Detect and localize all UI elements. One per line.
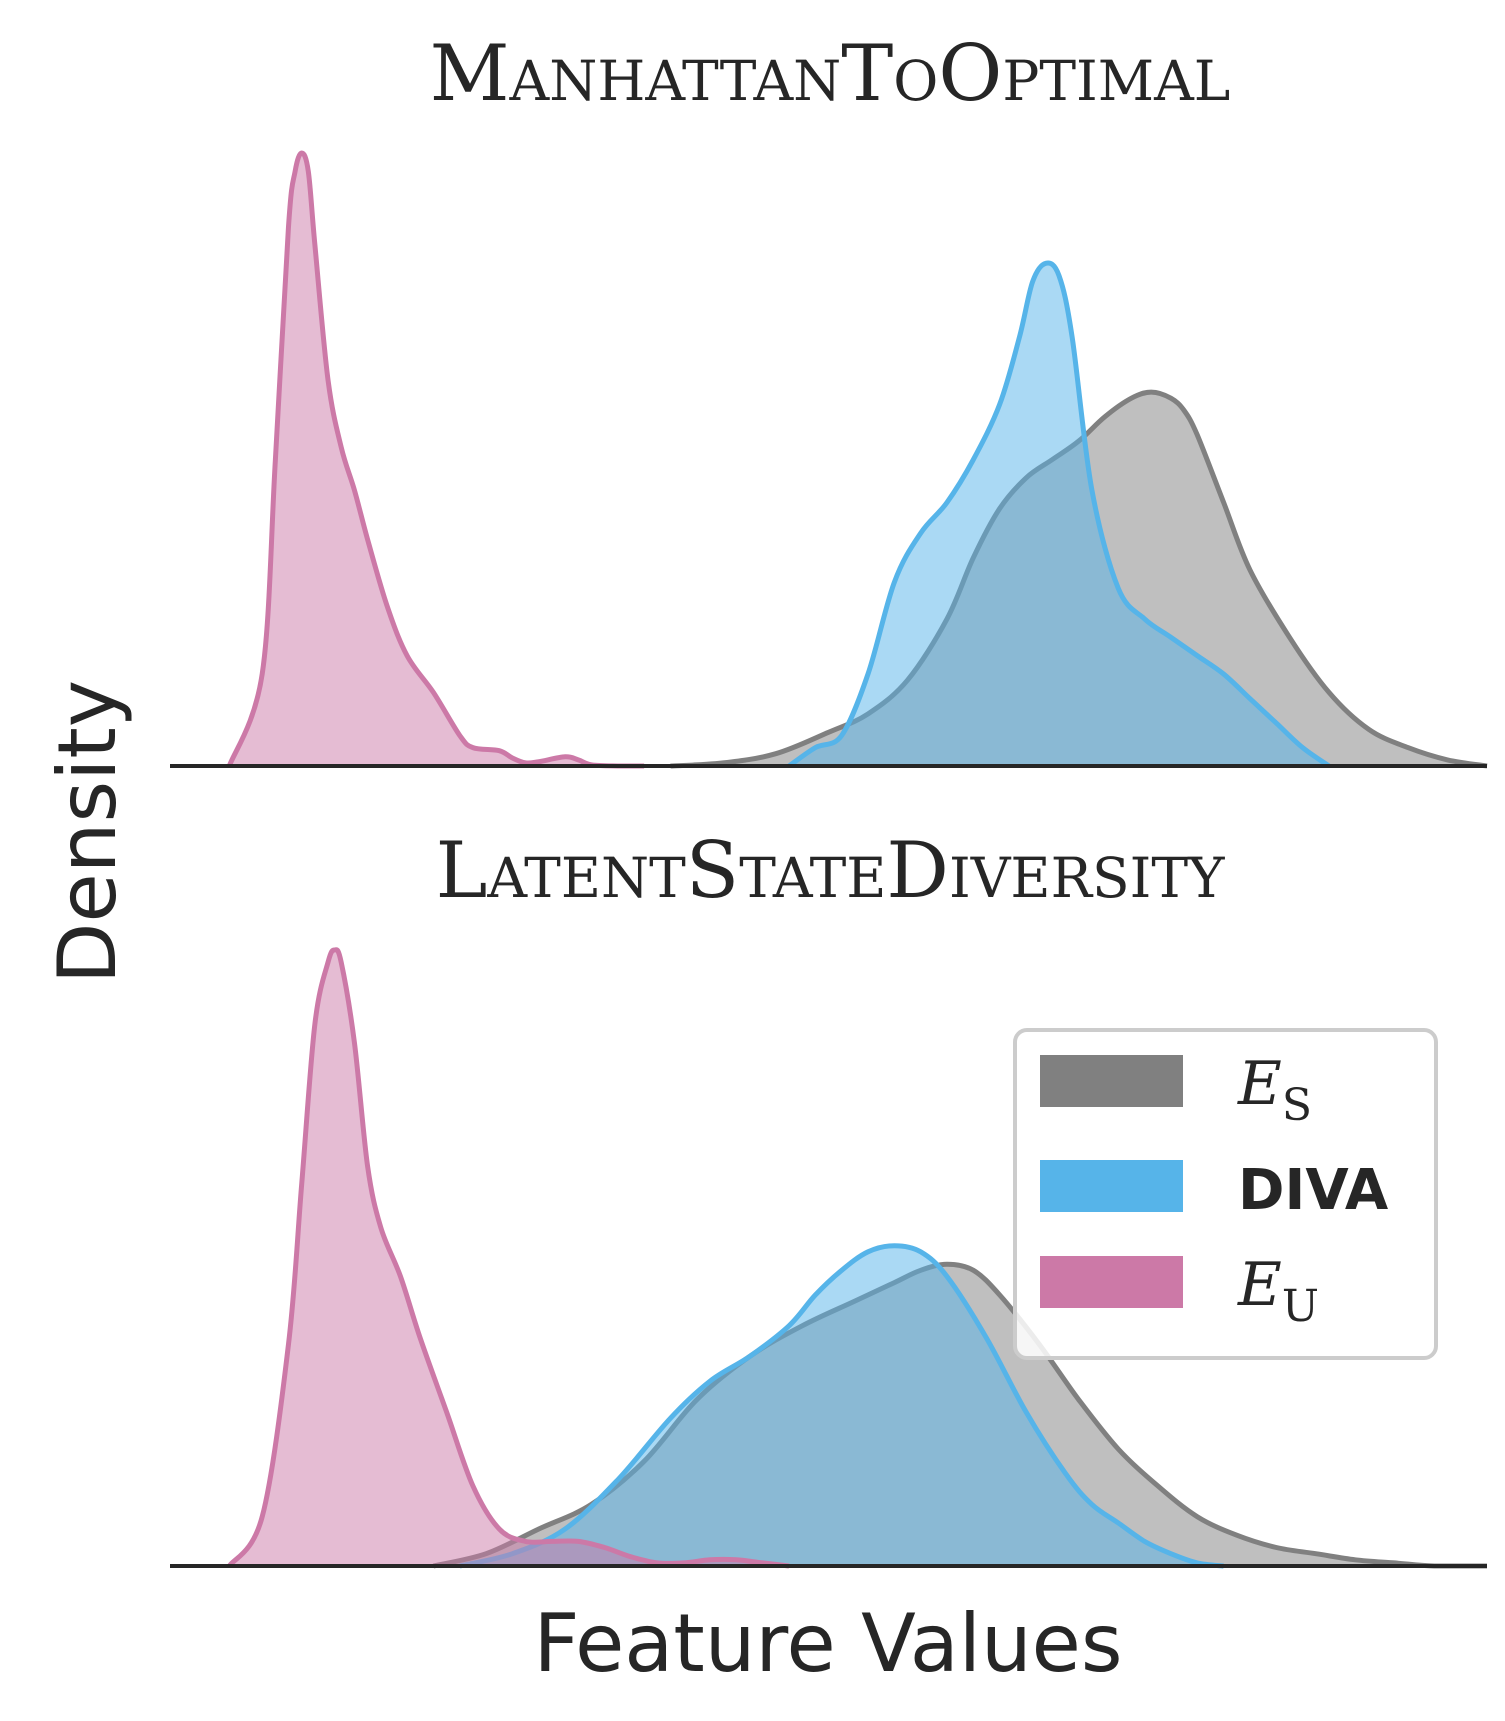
- legend-swatch-diva: [1040, 1160, 1183, 1212]
- density-area-e-u: [229, 153, 645, 766]
- x-axis-label: Feature Values: [533, 1597, 1122, 1690]
- panel-title: ManhattanToOptimal: [430, 29, 1231, 119]
- density-areas: [226, 150, 1488, 769]
- legend-label-diva: DIVA: [1238, 1158, 1389, 1223]
- density-areas: [227, 947, 1487, 1569]
- density-line-e-u: [226, 150, 645, 769]
- legend-label-es: ES: [1237, 1049, 1312, 1131]
- panel-latent-state-diversity: LatentStateDiversity: [170, 826, 1487, 1569]
- density-area-diva: [459, 1245, 1224, 1566]
- density-line-e-u: [227, 947, 790, 1569]
- legend: ES DIVA EU: [1013, 1028, 1438, 1360]
- y-axis-label: Density: [41, 680, 134, 984]
- legend-label-eu: EU: [1237, 1250, 1319, 1332]
- legend-swatch-es: [1040, 1055, 1183, 1107]
- density-line-diva: [459, 1243, 1224, 1569]
- density-area-e-u: [229, 949, 790, 1566]
- density-area-diva: [789, 263, 1329, 766]
- panel-title: LatentStateDiversity: [436, 826, 1225, 916]
- legend-swatch-eu: [1040, 1256, 1183, 1308]
- density-line-diva: [787, 260, 1331, 769]
- panel-manhattan-to-optimal: ManhattanToOptimal: [170, 29, 1488, 769]
